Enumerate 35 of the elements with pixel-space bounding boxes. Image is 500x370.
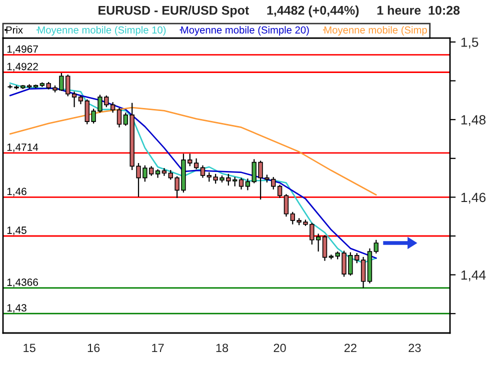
x-tick-label: 15 [24, 344, 36, 352]
x-tick-label: 23 [408, 344, 421, 352]
legend-label: Moyenne mobile (Simp [324, 26, 427, 36]
candlestick [360, 256, 366, 289]
candlestick [116, 107, 122, 128]
ref-line-label: 1,4714 [7, 144, 38, 152]
candlestick [238, 177, 244, 190]
candlestick [200, 164, 206, 178]
x-tick-label: 20 [274, 344, 286, 352]
y-tick-label: 1,44 [461, 270, 486, 282]
ref-line-label: 1,4366 [7, 278, 38, 288]
candlestick [284, 194, 289, 218]
candlestick [194, 158, 199, 170]
candlestick [374, 239, 378, 254]
ref-line-label: 1,4967 [7, 45, 38, 54]
ref-line-label: 1,45 [7, 226, 26, 236]
candlestick [277, 184, 282, 199]
ref-line-label: 1,4922 [7, 62, 38, 72]
y-tick-label: 1,5 [461, 38, 478, 48]
candlestick [72, 91, 77, 108]
x-tick-label: 18 [216, 344, 228, 352]
candlestick [322, 234, 328, 262]
ref-line-label: 1,46 [7, 188, 26, 196]
legend-label: Moyenne mobile (Simple 20) [181, 26, 309, 36]
legend-label: Prix [6, 26, 23, 34]
candlestick [110, 102, 116, 114]
x-tick-label: 17 [152, 344, 164, 352]
legend-label: Moyenne mobile (Simple 10) [38, 26, 166, 36]
candlestick [245, 178, 250, 191]
chart-title: EURUSD - EUR/USD Spot 1,4482 (+0,44%) 1 heure 10:28 [98, 6, 460, 18]
x-tick-label: 22 [344, 344, 356, 352]
x-tick-label: 16 [88, 344, 100, 352]
ref-line-label: 1,43 [7, 304, 26, 313]
y-tick-label: 1,46 [461, 192, 486, 204]
y-tick-label: 1,48 [461, 115, 486, 126]
